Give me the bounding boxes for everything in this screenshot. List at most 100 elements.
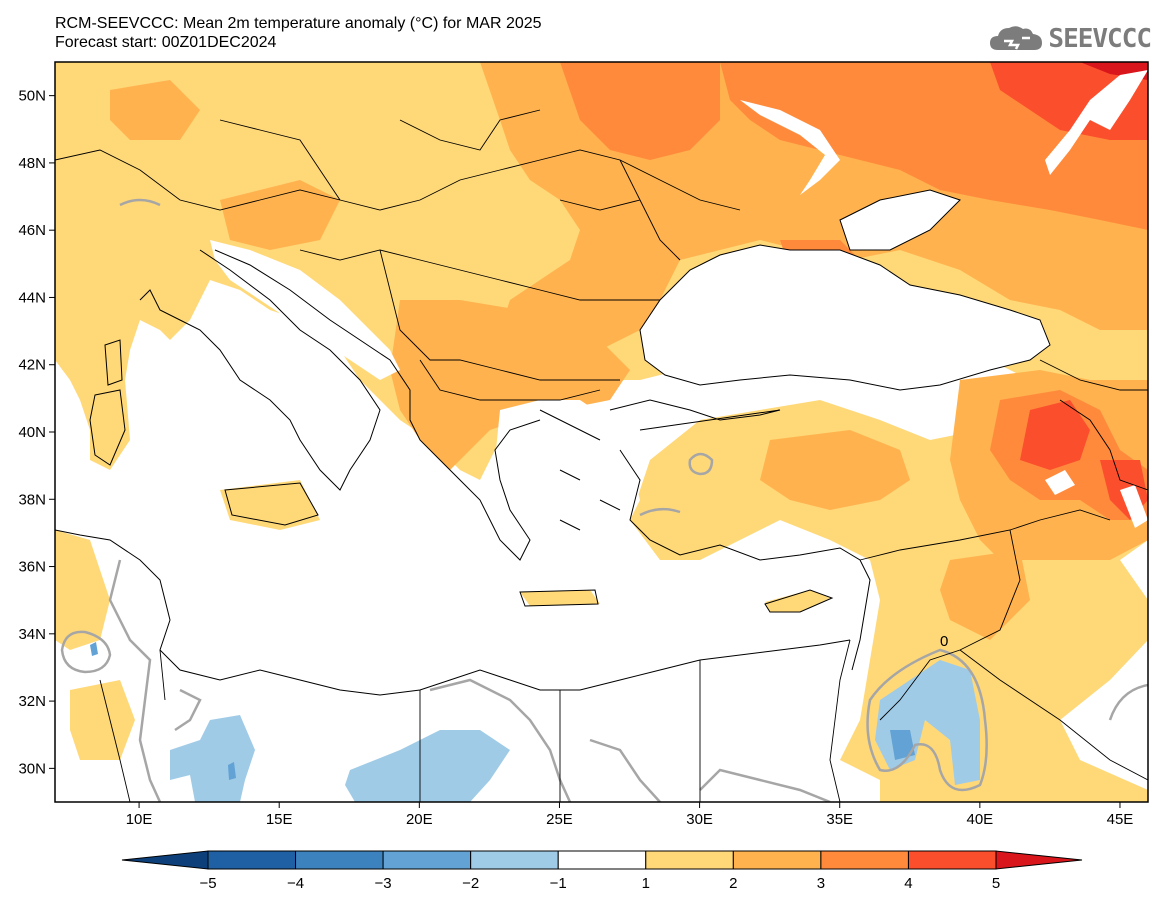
lon-tick-label: 15E	[266, 811, 293, 828]
coastline-italy	[139, 249, 381, 491]
country-borders	[55, 109, 1148, 802]
caspian-white-streak	[1045, 70, 1148, 175]
colorbar-swatch	[907, 850, 997, 870]
lat-tick-label: 42N	[18, 357, 46, 374]
colorbar-tick-label: 5	[992, 875, 1000, 892]
border-line-6	[559, 159, 681, 261]
border-line-1	[55, 149, 741, 211]
anomaly-zone-1-2-africa-west	[55, 530, 110, 650]
border-line-3	[299, 249, 660, 301]
lat-tick-label: 50N	[18, 88, 46, 105]
coastline-cyprus	[764, 589, 834, 613]
lat-tick-label: 38N	[18, 491, 46, 508]
colorbar-swatch	[557, 850, 647, 870]
aegean-sea-mask	[495, 400, 640, 560]
border-line-2	[219, 109, 541, 201]
lat-tick-label: 44N	[18, 289, 46, 306]
lon-tick-label: 30E	[686, 811, 713, 828]
anomaly-zone-neg-tripolitania	[170, 715, 255, 802]
colorbar-high-extend	[995, 850, 1083, 870]
border-line-11	[99, 649, 166, 802]
zero-contour-alps	[119, 198, 161, 207]
zero-contour-arabia	[1108, 683, 1148, 721]
colorbar-tick-label: −2	[462, 875, 479, 892]
anomaly-zone-1-2-cyprus	[765, 590, 830, 612]
contour-label: 0	[940, 633, 948, 650]
colorbar-swatch	[645, 850, 734, 870]
zero-contour-egypt-east	[699, 768, 831, 802]
anomaly-zone-2-3-france	[110, 80, 200, 140]
anomaly-zone-4-5-armenia	[1020, 400, 1090, 470]
anomaly-zone-neg-jordan-core	[890, 730, 915, 760]
latitude-axis: 50N 48N 46N 44N 42N 40N 38N 36N 34N 32N 30N	[18, 88, 55, 777]
coastline-north-africa	[55, 529, 851, 696]
coastline-greece-islands	[539, 409, 621, 531]
zero-contour-north-africa	[108, 559, 162, 802]
lat-tick-label: 48N	[18, 155, 46, 172]
coastlines	[55, 189, 1051, 696]
seevccc-logo: SEEVCCC	[988, 22, 1152, 56]
adriatic-sea-mask	[210, 240, 400, 380]
zero-contours	[60, 198, 1148, 802]
lon-tick-label: 35E	[826, 811, 853, 828]
anomaly-zone-1-2-sardinia	[90, 380, 130, 470]
coastline-crete	[519, 589, 599, 607]
anomaly-zone-2-3-turkey	[760, 430, 910, 510]
zero-contour-turkey	[688, 452, 714, 476]
colorbar: −5 −4 −3 −2 −1 1 2 3 4 5	[121, 850, 1083, 892]
iran-white-spot	[1120, 485, 1148, 528]
border-line-7	[1039, 359, 1148, 491]
anomaly-zone-2-3-balkans	[390, 300, 630, 470]
title-line-2: Forecast start: 00Z01DEC2024	[55, 34, 277, 51]
lat-tick-label: 36N	[18, 559, 46, 576]
zero-contour-anatolia	[639, 507, 681, 517]
logo-text: SEEVCCC	[1048, 24, 1152, 54]
colorbar-swatch	[732, 850, 822, 870]
anomaly-zone-1-2-crete	[520, 590, 600, 606]
lat-tick-label: 34N	[18, 626, 46, 643]
lon-tick-label: 45E	[1107, 811, 1134, 828]
coastline-balkans	[214, 249, 541, 561]
zero-contour-tunisia	[60, 630, 112, 674]
shaded-anomaly-fields	[55, 62, 1148, 802]
colorbar-tick-label: −3	[375, 875, 392, 892]
anomaly-zone-1-2-arabia	[1010, 730, 1060, 790]
anomaly-zone-2-3-alps	[220, 180, 340, 250]
lat-tick-label: 32N	[18, 693, 46, 710]
coastline-turkey	[609, 399, 871, 671]
colorbar-low-extend	[121, 850, 209, 870]
lat-tick-label: 30N	[18, 760, 46, 777]
border-line-5	[419, 359, 601, 401]
colorbar-tick-label: −5	[199, 875, 216, 892]
colorbar-tick-label: 4	[904, 875, 912, 892]
zero-contour-egypt	[589, 738, 661, 802]
lat-tick-label: 40N	[18, 424, 46, 441]
colorbar-tick-label: 3	[817, 875, 825, 892]
anomaly-zone-neg-tripolitania-core	[228, 762, 236, 780]
longitude-axis: 10E 15E 20E 25E 30E 35E 40E 45E	[126, 802, 1134, 828]
colorbar-swatch	[820, 850, 909, 870]
coastline-sardinia	[89, 389, 126, 466]
anomaly-zone-2-3-iran-west	[1060, 240, 1148, 330]
border-line-10	[419, 639, 851, 802]
coastline-black-sea	[639, 244, 1051, 391]
zero-contour-jordan	[866, 648, 988, 792]
colorbar-swatch	[207, 850, 297, 870]
colorbar-tick-label: 1	[642, 875, 650, 892]
colorbar-tick-label: 2	[729, 875, 737, 892]
map-title: RCM-SEEVCCC: Mean 2m temperature anomaly…	[55, 14, 542, 52]
lon-tick-label: 40E	[966, 811, 993, 828]
anomaly-zone-neg-libya-coast	[345, 730, 510, 802]
colorbar-tick-label: −4	[287, 875, 304, 892]
coastline-sicily	[224, 482, 319, 526]
colorbar-swatch	[295, 850, 384, 870]
colorbar-swatch	[382, 850, 472, 870]
lat-tick-label: 46N	[18, 222, 46, 239]
coastline-corsica	[104, 339, 123, 386]
turkey-white-spot	[1045, 470, 1075, 495]
border-line-4	[379, 249, 620, 381]
anomaly-zone-2-3-syria	[940, 550, 1030, 640]
lon-tick-label: 10E	[126, 811, 153, 828]
colorbar-swatch	[470, 850, 559, 870]
